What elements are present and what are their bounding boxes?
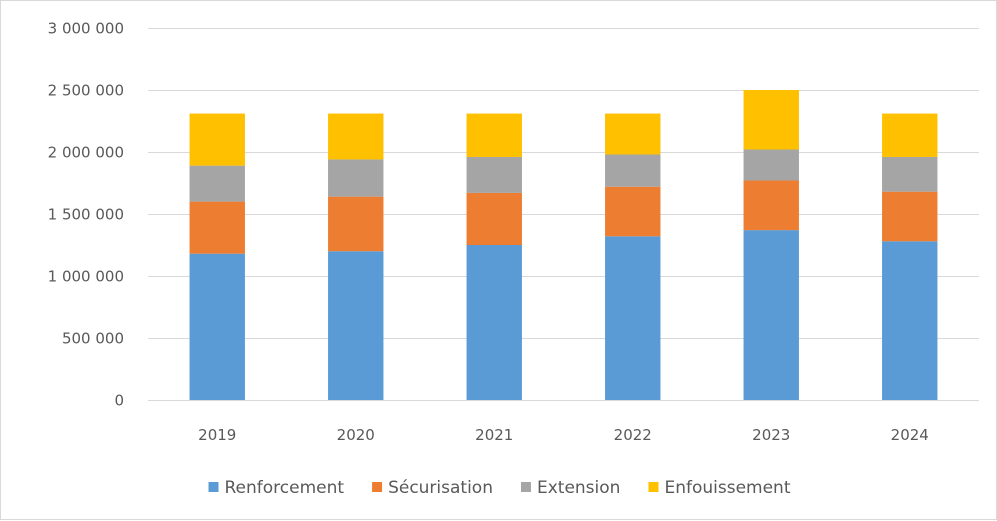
- bar-enfouissement-2020: [328, 113, 384, 160]
- bar-extension-2019: [189, 165, 245, 202]
- bar-renforcement-2024: [882, 241, 938, 400]
- y-axis-tick-labels: 0 500 000 1 000 000 1 500 000 2 000 000 2 500…: [48, 20, 124, 410]
- legend-swatch: [372, 482, 383, 492]
- gridlines: [148, 28, 979, 339]
- x-tick-label: 2022: [614, 426, 652, 444]
- x-tick-label: 2019: [198, 426, 236, 444]
- bar-securisation-2022: [605, 186, 661, 237]
- y-tick-label: 3 000 000: [48, 20, 124, 38]
- bar-extension-2023: [743, 149, 799, 181]
- legend-label: Extension: [537, 478, 620, 498]
- bar-enfouissement-2024: [882, 113, 938, 157]
- bar-renforcement-2019: [189, 253, 245, 400]
- bar-enfouissement-2021: [466, 113, 522, 157]
- y-tick-label: 0: [114, 392, 124, 410]
- bar-extension-2020: [328, 159, 384, 197]
- bar-extension-2024: [882, 156, 938, 192]
- y-tick-label: 2 500 000: [48, 82, 124, 100]
- legend-item: Renforcement: [208, 478, 345, 498]
- legend-item: Sécurisation: [372, 478, 493, 498]
- x-tick-label: 2020: [337, 426, 375, 444]
- legend: Renforcement Sécurisation Extension Enfouis…: [208, 478, 791, 498]
- x-axis-tick-labels: 2019 2020 2021 2022 2023 2024: [198, 426, 929, 444]
- bar-securisation-2020: [328, 196, 384, 252]
- legend-swatch: [208, 482, 219, 492]
- bar-enfouissement-2022: [605, 113, 661, 155]
- bar-renforcement-2023: [743, 230, 799, 400]
- legend-swatch: [648, 482, 659, 492]
- y-tick-label: 500 000: [62, 330, 124, 348]
- bar-renforcement-2020: [328, 251, 384, 400]
- bar-securisation-2024: [882, 191, 938, 242]
- bar-renforcement-2021: [466, 245, 522, 400]
- legend-label: Sécurisation: [388, 478, 493, 498]
- legend-item: Extension: [520, 478, 620, 498]
- bar-extension-2021: [466, 156, 522, 193]
- y-tick-label: 1 000 000: [48, 268, 124, 286]
- bar-securisation-2019: [189, 201, 245, 254]
- legend-swatch: [520, 482, 531, 492]
- y-tick-label: 1 500 000: [48, 206, 124, 224]
- y-tick-label: 2 000 000: [48, 144, 124, 162]
- x-tick-label: 2021: [475, 426, 513, 444]
- legend-item: Enfouissement: [648, 478, 791, 498]
- bar-extension-2022: [605, 154, 661, 187]
- legend-label: Enfouissement: [664, 478, 790, 498]
- bar-enfouissement-2019: [189, 113, 245, 166]
- x-tick-label: 2024: [891, 426, 929, 444]
- bar-enfouissement-2023: [743, 90, 799, 150]
- bars: [189, 90, 938, 400]
- bar-renforcement-2022: [605, 236, 661, 400]
- x-tick-label: 2023: [752, 426, 790, 444]
- bar-securisation-2023: [743, 180, 799, 231]
- legend-label: Renforcement: [225, 478, 345, 498]
- bar-securisation-2021: [466, 192, 522, 245]
